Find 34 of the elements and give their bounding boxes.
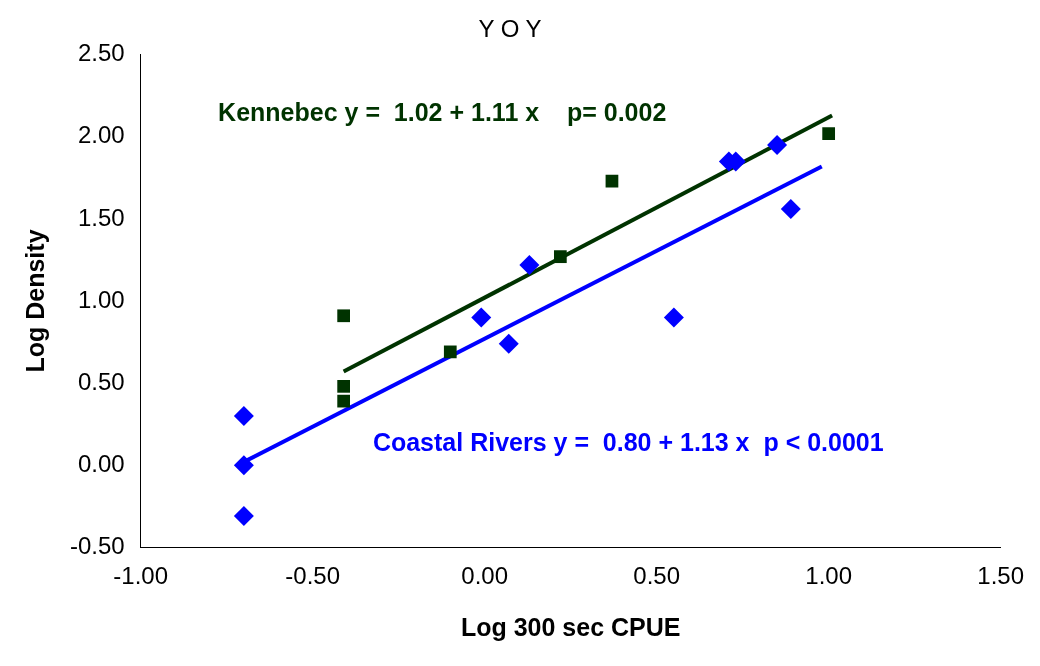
point [443, 345, 457, 359]
y-tick-label: -0.50 [70, 531, 125, 559]
x-tick-label: 1.00 [805, 562, 853, 590]
point [767, 135, 788, 156]
y-tick-label: 0.50 [77, 367, 125, 395]
y-axis-title: Log Density [20, 229, 49, 373]
point [337, 309, 351, 323]
point [822, 127, 836, 140]
x-tick-label: -0.50 [285, 562, 341, 590]
x-tick-label: 0.50 [633, 562, 681, 590]
point [471, 307, 492, 328]
annotation: Kennebec y = 1.02 + 1.11 x p= 0.002 [218, 97, 667, 126]
point [663, 307, 684, 328]
y-tick-label: 1.00 [77, 285, 125, 313]
x-axis-title: Log 300 sec CPUE [460, 612, 681, 641]
x-tick-label: 1.50 [977, 562, 1024, 590]
chart-title: Y O Y [478, 15, 542, 43]
point [337, 379, 351, 393]
point [233, 455, 254, 476]
y-tick-label: 2.00 [77, 121, 125, 149]
y-tick-label: 1.50 [77, 203, 125, 231]
point [337, 394, 351, 408]
point [605, 174, 619, 188]
point [553, 250, 567, 264]
point [780, 199, 801, 220]
y-tick-label: 2.50 [77, 39, 125, 67]
annotation: Coastal Rivers y = 0.80 + 1.13 x p < 0.0001 [372, 427, 884, 456]
point [498, 333, 519, 354]
point [519, 254, 540, 275]
point [233, 405, 254, 426]
point [233, 506, 254, 527]
y-tick-label: 0.00 [77, 449, 125, 477]
x-tick-label: -1.00 [113, 562, 169, 590]
x-tick-label: 0.00 [461, 562, 509, 590]
